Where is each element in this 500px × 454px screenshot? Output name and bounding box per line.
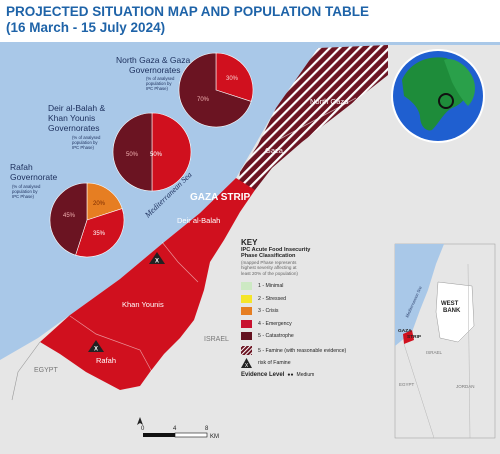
scale-bar: 0 4 8 KM	[141, 426, 219, 440]
svg-text:population by: population by	[146, 81, 172, 86]
legend-swatch	[241, 307, 252, 316]
legend-title: KEY	[241, 238, 258, 247]
legend-evidence: Evidence Level ●● Medium	[241, 372, 315, 379]
svg-text:population by: population by	[12, 189, 38, 194]
pie-slice	[75, 208, 125, 258]
svg-text:4: 4	[173, 426, 177, 432]
boundary-deir-khan	[161, 241, 199, 283]
egypt-border	[11, 341, 41, 401]
label-deir-al-balah: Deir al-Balah	[177, 216, 220, 225]
legend-item-phase-1: 1 - Minimal	[241, 280, 391, 293]
governorate-boundary	[277, 97, 357, 141]
map-title: PROJECTED SITUATION MAP AND POPULATION T…	[6, 4, 369, 36]
pie-label: 35%	[93, 231, 106, 237]
governorate-label-rafah: Rafah Governorate (% of analysed populat…	[10, 162, 58, 199]
north-arrow-icon	[137, 417, 143, 425]
svg-text:IPC Phase): IPC Phase)	[72, 145, 95, 150]
pie-label: 30%	[226, 76, 239, 82]
svg-text:Governorates: Governorates	[129, 65, 181, 75]
label-rafah: Rafah	[96, 356, 116, 365]
svg-text:X: X	[245, 363, 249, 368]
legend-item-phase-4: 4 - Emergency	[241, 318, 391, 331]
southern-gaza-area	[40, 178, 255, 390]
pie-label: 70%	[197, 97, 210, 103]
pie-label: 20%	[93, 201, 106, 207]
pie-rafah	[49, 182, 125, 258]
pie-label: 50%	[126, 152, 139, 158]
famine-hatch-icon	[241, 346, 252, 356]
inset-label-gaza-strip: STRIP	[407, 334, 422, 340]
legend-note: (mapped Phase represents highest severit…	[241, 259, 298, 276]
label-gaza-strip: GAZA STRIP	[190, 192, 251, 203]
pie-deir-khan	[112, 112, 192, 192]
inset-map: WEST BANK GAZA STRIP ISRAEL EGYPT JORDAN…	[394, 243, 496, 439]
svg-text:KM: KM	[210, 434, 219, 440]
inset-label-gaza-strip: GAZA	[398, 328, 412, 334]
pie-slice	[151, 112, 192, 192]
north-gaza-gaza-area	[236, 45, 388, 203]
title-line-2: (16 March - 15 July 2024)	[6, 20, 166, 35]
svg-text:8: 8	[205, 426, 209, 432]
boundary-khan-rafah	[69, 315, 153, 373]
pie-slice	[112, 112, 153, 192]
pie-slice	[49, 182, 88, 256]
legend-swatch	[241, 332, 252, 341]
pie-label: 50%	[150, 152, 163, 158]
legend-swatch	[241, 282, 252, 291]
inset-label-west-bank: WEST	[441, 301, 459, 307]
legend-item-phase-5: 5 - Catastrophe	[241, 330, 391, 343]
pie-north-gaza	[178, 52, 254, 128]
pie-slice	[215, 52, 254, 102]
svg-text:0: 0	[141, 426, 145, 432]
svg-text:Governorate: Governorate	[10, 172, 58, 182]
governorate-label-north-gaza: North Gaza & Gaza Governorates (% of ana…	[116, 55, 190, 91]
pie-slice	[178, 52, 252, 128]
label-gaza: Gaza	[265, 146, 284, 155]
svg-text:population by: population by	[72, 140, 98, 145]
svg-text:Khan Younis: Khan Younis	[48, 113, 95, 123]
legend-item-phase-2: 2 - Stressed	[241, 293, 391, 306]
famine-risk-icon: X	[241, 357, 252, 368]
title-line-1: PROJECTED SITUATION MAP AND POPULATION T…	[6, 4, 370, 19]
svg-text:X: X	[94, 347, 98, 353]
legend-item-risk: X risk of Famine	[241, 357, 391, 370]
famine-risk-marker: X	[88, 340, 104, 353]
inset-label-egypt: EGYPT	[399, 382, 415, 387]
evidence-dots-icon: ●●	[286, 372, 295, 379]
svg-text:Governorates: Governorates	[48, 123, 100, 133]
inset-label-israel: ISRAEL	[426, 350, 443, 355]
map-legend: KEY IPC Acute Food Insecurity Phase Clas…	[241, 238, 391, 378]
legend-item-phase-3: 3 - Crisis	[241, 305, 391, 318]
svg-text:Deir al-Balah &: Deir al-Balah &	[48, 103, 105, 113]
famine-risk-marker: X	[149, 252, 165, 265]
governorate-label-deir-khan: Deir al-Balah & Khan Younis Governorates…	[48, 103, 105, 150]
pie-slice	[86, 182, 123, 221]
svg-text:(% of analysed: (% of analysed	[146, 76, 175, 81]
svg-text:(% of analysed: (% of analysed	[12, 184, 41, 189]
label-egypt: EGYPT	[34, 367, 58, 374]
inset-label-jordan: JORDAN	[456, 384, 475, 389]
svg-text:IPC Phase): IPC Phase)	[146, 86, 169, 91]
inset-label-west-bank: BANK	[443, 308, 461, 314]
label-north-gaza: North Gaza	[310, 97, 349, 106]
pie-label: 45%	[63, 213, 76, 219]
label-israel: ISRAEL	[204, 336, 229, 343]
label-khan-younis: Khan Younis	[122, 300, 164, 309]
svg-text:North Gaza & Gaza: North Gaza & Gaza	[116, 55, 190, 65]
legend-swatch	[241, 294, 252, 303]
svg-text:Rafah: Rafah	[10, 162, 33, 172]
globe-locator	[391, 49, 485, 143]
legend-swatch	[241, 319, 252, 328]
sea-area	[0, 42, 500, 360]
legend-item-famine: 5 - Famine (with reasonable evidence)	[241, 345, 391, 357]
legend-subtitle: IPC Acute Food Insecurity Phase Classifi…	[241, 247, 311, 260]
svg-text:(% of analysed: (% of analysed	[72, 135, 101, 140]
svg-text:IPC Phase): IPC Phase)	[12, 194, 35, 199]
svg-text:X: X	[155, 259, 159, 265]
